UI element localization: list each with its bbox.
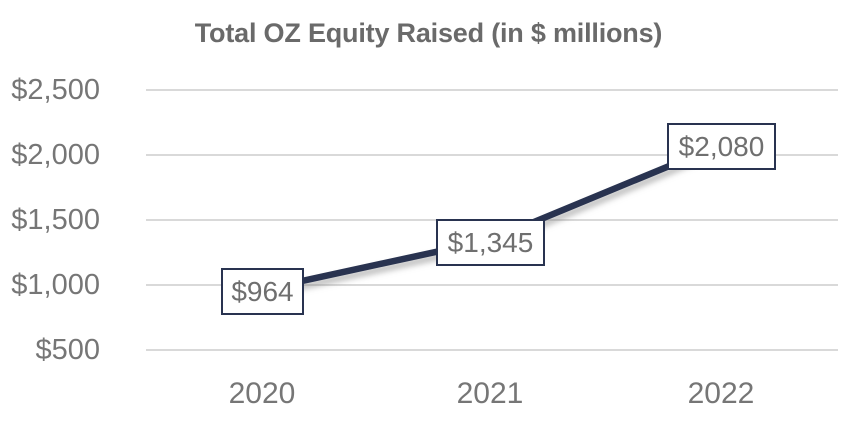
y-axis-tick-label: $2,000	[11, 139, 100, 171]
data-label: $964	[221, 268, 304, 315]
y-axis-tick-label: $1,500	[11, 204, 100, 236]
gridline	[146, 89, 838, 91]
y-axis-tick-label: $500	[35, 334, 100, 366]
chart-title: Total OZ Equity Raised (in $ millions)	[194, 18, 663, 48]
x-axis-tick-label: 2021	[456, 377, 524, 410]
x-axis-tick-label: 2020	[228, 377, 296, 410]
data-label: $2,080	[667, 123, 776, 170]
gridline	[146, 349, 838, 351]
y-axis-tick-label: $2,500	[11, 74, 100, 106]
x-axis-tick-label: 2022	[687, 377, 755, 410]
series-line-path	[258, 141, 725, 293]
data-label: $1,345	[436, 219, 545, 266]
y-axis-tick-label: $1,000	[11, 269, 100, 301]
